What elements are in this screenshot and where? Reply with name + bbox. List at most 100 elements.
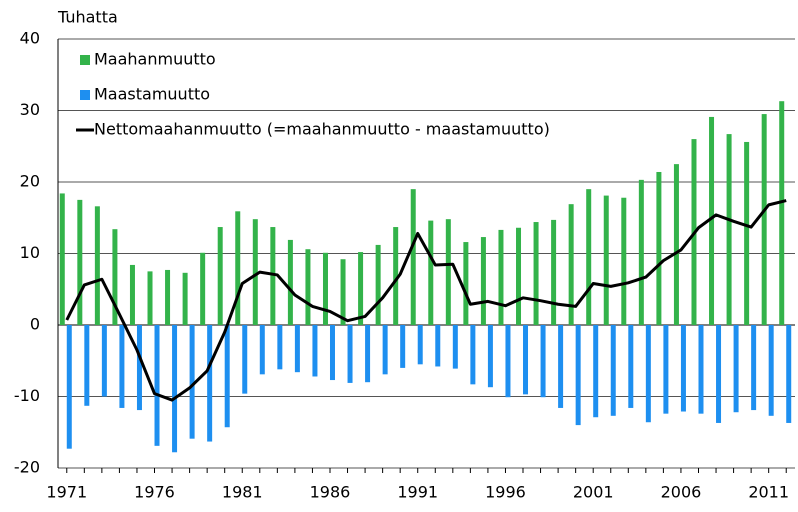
bar (487, 325, 493, 388)
bar (165, 269, 171, 325)
bar (322, 252, 328, 325)
bar (610, 325, 616, 416)
bar (603, 195, 609, 325)
bar (480, 237, 486, 325)
bar (340, 259, 346, 325)
bar (305, 249, 311, 325)
x-tick-label: 1996 (485, 483, 526, 502)
bar (786, 325, 792, 423)
bar (207, 325, 213, 442)
x-tick-label: 1986 (310, 483, 351, 502)
bar (638, 179, 644, 325)
bar (129, 264, 135, 325)
bar (463, 242, 469, 325)
bar (505, 325, 511, 398)
bar (586, 189, 592, 325)
legend-label: Maahanmuutto (94, 50, 216, 69)
bar (656, 171, 662, 325)
y-tick-label: 40 (20, 29, 40, 48)
bar (172, 325, 178, 453)
bar (575, 325, 581, 426)
bar (593, 325, 599, 418)
y-tick-label: 10 (20, 243, 40, 262)
legend-swatch (80, 90, 90, 100)
bar (358, 252, 364, 325)
bar (568, 204, 574, 325)
bar (94, 206, 100, 325)
bar (393, 227, 399, 325)
bar (516, 227, 522, 325)
bar (417, 325, 423, 365)
bar (112, 229, 118, 325)
bar (277, 325, 283, 370)
bar (189, 325, 195, 439)
x-tick-label: 1971 (46, 483, 87, 502)
bar (698, 325, 704, 414)
bar (375, 244, 381, 325)
bar (119, 325, 125, 408)
bar (235, 211, 241, 325)
legend-swatch (80, 55, 90, 65)
y-tick-label: -10 (14, 386, 40, 405)
bar (77, 199, 83, 325)
bar (470, 325, 476, 385)
bar (751, 325, 757, 411)
bar (287, 239, 293, 325)
x-tick-label: 2011 (748, 483, 789, 502)
bar (252, 219, 258, 325)
bar (540, 325, 546, 398)
x-tick-label: 2006 (661, 483, 702, 502)
bar (154, 325, 160, 446)
y-tick-label: -20 (14, 458, 40, 477)
line (65, 199, 787, 402)
bar (709, 116, 715, 325)
bar (628, 325, 634, 408)
bar (312, 325, 318, 377)
y-axis-label: Tuhatta (57, 8, 118, 27)
bar (242, 325, 248, 394)
y-tick-label: 30 (20, 100, 40, 119)
bar (101, 325, 107, 397)
bar (428, 220, 434, 325)
bar (445, 219, 451, 325)
bar (551, 219, 557, 325)
bar (498, 229, 504, 325)
bar (66, 325, 72, 449)
bar (645, 325, 651, 423)
bar (410, 189, 416, 325)
bar (182, 272, 188, 325)
bar (435, 325, 441, 367)
bar (733, 325, 739, 413)
bar (217, 227, 223, 325)
bar (400, 325, 406, 368)
bar (523, 325, 529, 395)
bar (84, 325, 90, 406)
bar (347, 325, 353, 383)
bar (452, 325, 458, 369)
bar (259, 325, 265, 375)
bar (716, 325, 722, 423)
y-tick-label: 0 (30, 315, 40, 334)
bar (680, 325, 686, 412)
bar (294, 325, 300, 373)
bar (663, 325, 669, 414)
bar (768, 325, 774, 416)
x-tick-label: 1981 (222, 483, 263, 502)
legend-label: Nettomaahanmuutto (=maahanmuutto - maast… (94, 120, 550, 139)
bar (558, 325, 564, 408)
bar (329, 325, 335, 381)
x-tick-label: 1976 (134, 483, 175, 502)
bar (136, 325, 142, 411)
bar (382, 325, 388, 375)
bar (365, 325, 371, 383)
bar (744, 141, 750, 325)
bar (621, 197, 627, 325)
bar (147, 271, 153, 325)
bar (761, 114, 767, 325)
bar (200, 252, 206, 325)
bar (533, 222, 539, 325)
legend-label: Maastamuutto (94, 85, 210, 104)
bar (726, 134, 732, 325)
x-tick-label: 1991 (397, 483, 438, 502)
